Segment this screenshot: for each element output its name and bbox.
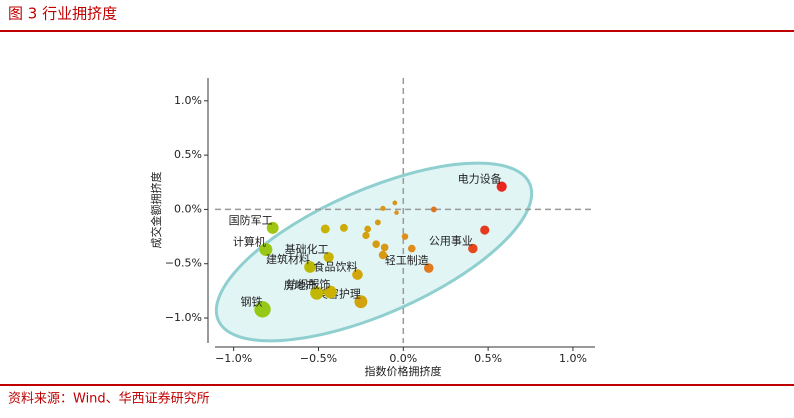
point <box>380 205 386 211</box>
point <box>266 221 279 234</box>
point-label: 计算机 <box>233 235 266 249</box>
point-label: 公用事业 <box>429 235 473 248</box>
point <box>339 223 348 232</box>
point <box>254 301 271 318</box>
cluster-ellipse <box>214 161 534 343</box>
point-label: 基础化工 <box>285 242 329 256</box>
point-label: 轻工制造 <box>385 253 429 267</box>
point <box>320 224 330 234</box>
point-label: 电力设备 <box>458 172 502 186</box>
point <box>401 233 409 240</box>
point-label: 纺织服饰 <box>286 277 330 291</box>
point <box>392 200 398 206</box>
point <box>323 285 337 299</box>
y-axis-label: 成交金额拥挤度 <box>149 172 163 249</box>
point <box>304 261 316 273</box>
point <box>496 181 507 192</box>
x-tick-label: −0.5% <box>300 352 337 365</box>
point-label: 食品饮料 <box>314 260 358 274</box>
point <box>423 263 434 273</box>
point <box>323 252 334 263</box>
point <box>372 240 380 248</box>
point-label: 钢铁 <box>241 295 263 308</box>
point <box>259 243 273 257</box>
source: 资料来源：Wind、华西证券研究所 <box>8 391 210 407</box>
chart-title: 图 3 行业拥挤度 <box>8 5 117 23</box>
point <box>378 250 388 260</box>
y-tick-label: −0.5% <box>165 257 202 270</box>
point <box>380 243 389 252</box>
point <box>394 210 399 215</box>
point <box>374 219 381 226</box>
point-label: 国防军工 <box>229 213 273 227</box>
point <box>310 286 324 300</box>
point <box>364 225 372 233</box>
y-tick-label: 0.5% <box>174 148 202 161</box>
point <box>354 295 368 309</box>
point <box>407 244 416 253</box>
point <box>480 225 490 235</box>
y-tick-label: −1.0% <box>165 311 202 324</box>
y-tick-label: 1.0% <box>174 94 202 107</box>
y-tick-label: 0.0% <box>174 202 202 215</box>
x-tick-label: −1.0% <box>215 352 252 365</box>
x-axis-label: 指数价格拥挤度 <box>365 364 442 378</box>
x-tick-label: 0.0% <box>389 352 417 365</box>
point-label: 建筑材料 <box>266 252 310 266</box>
point <box>362 231 370 240</box>
x-tick-label: 1.0% <box>559 352 587 365</box>
point <box>468 243 478 254</box>
x-tick-label: 0.5% <box>474 352 502 365</box>
point-label: 房地产 <box>284 278 317 292</box>
point <box>430 206 437 213</box>
point <box>352 269 363 280</box>
